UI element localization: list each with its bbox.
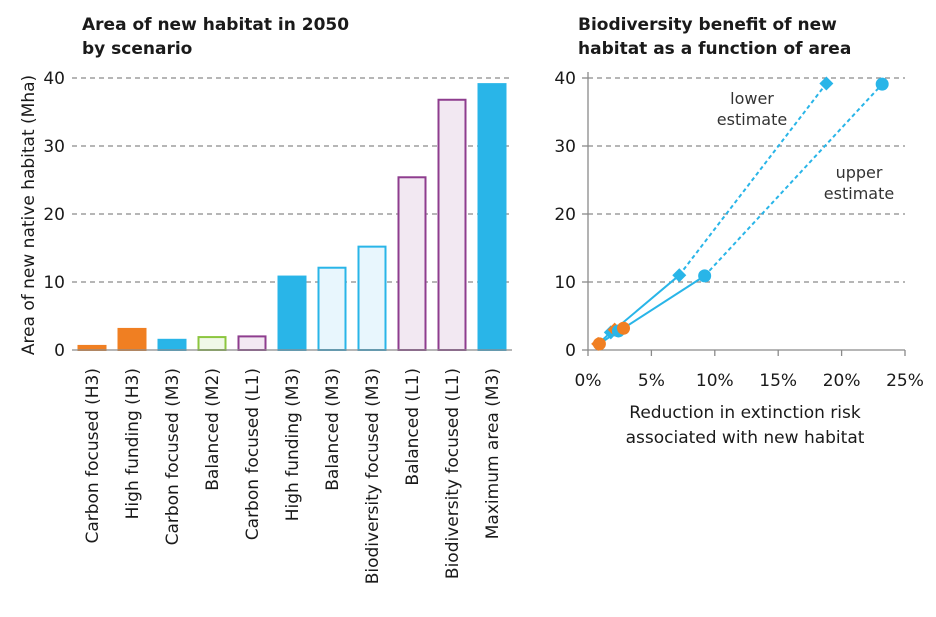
- line-chart-x-ticks: 0% 5% 10% 15% 20% 25%: [575, 371, 924, 391]
- bar: [197, 336, 227, 351]
- series-annotation: estimate: [717, 110, 787, 129]
- line-chart-x-tick-label: 15%: [759, 371, 797, 391]
- series-line-dashed: [703, 83, 883, 277]
- line-chart: Biodiversity benefit of new habitat as a…: [554, 15, 924, 448]
- bar: [477, 83, 507, 352]
- line-chart-x-tick-label: 25%: [886, 371, 924, 391]
- bar-category-label: High funding (M3): [283, 368, 303, 521]
- bar-chart-y-tick-label: 30: [43, 137, 65, 157]
- bar: [437, 98, 467, 352]
- diamond-marker: [672, 268, 687, 283]
- bar-chart-y-tick-label: 40: [43, 69, 65, 89]
- series-line-dashed: [678, 82, 828, 276]
- bar-chart: Area of new habitat in 2050 by scenario …: [19, 15, 512, 584]
- circle-marker: [617, 321, 631, 335]
- bar-chart-y-ticks: 0 10 20 30 40: [43, 69, 65, 361]
- line-chart-gridlines: [588, 77, 905, 283]
- line-chart-title-line-1: Biodiversity benefit of new: [578, 15, 837, 35]
- bar-chart-category-labels: Carbon focused (H3) High funding (H3) Carb…: [83, 368, 503, 584]
- line-chart-y-tick-label: 20: [554, 205, 576, 225]
- line-chart-annotations: lower estimate upper estimate: [717, 89, 894, 203]
- line-chart-x-axis-label-line-2: associated with new habitat: [626, 428, 865, 448]
- bar-category-label: Carbon focused (H3): [83, 368, 103, 544]
- bar: [157, 338, 187, 351]
- bar-chart-bars: [77, 83, 507, 352]
- bar-chart-y-axis-label: Area of new native habitat (Mha): [19, 75, 39, 355]
- bar-chart-title-line-1: Area of new habitat in 2050: [82, 15, 349, 35]
- bar: [397, 176, 427, 351]
- bar-category-label: Balanced (M2): [203, 368, 223, 491]
- bar: [357, 245, 387, 351]
- bar-category-label: Carbon focused (M3): [163, 368, 183, 545]
- series-annotation: estimate: [824, 184, 894, 203]
- line-chart-y-ticks: 0 10 20 30 40: [554, 69, 576, 361]
- bar-category-label: High funding (H3): [123, 368, 143, 519]
- line-chart-y-tick-label: 30: [554, 137, 576, 157]
- line-chart-x-tick-label: 0%: [575, 371, 602, 391]
- line-chart-series: [591, 76, 889, 351]
- bar-chart-y-tick-label: 20: [43, 205, 65, 225]
- bar: [277, 275, 307, 351]
- circle-marker: [592, 337, 606, 351]
- line-chart-x-tick-label: 20%: [823, 371, 861, 391]
- bar-chart-y-tick-label: 10: [43, 273, 65, 293]
- bar: [117, 327, 147, 352]
- bar-category-label: Balanced (M3): [323, 368, 343, 491]
- line-chart-y-tick-label: 0: [565, 341, 576, 361]
- bar-category-label: Balanced (L1): [403, 368, 423, 486]
- line-chart-axes: [582, 72, 906, 356]
- bar: [237, 335, 267, 351]
- bar-category-label: Carbon focused (L1): [243, 368, 263, 540]
- bar-chart-title-line-2: by scenario: [82, 39, 192, 59]
- line-chart-title-line-2: habitat as a function of area: [578, 39, 851, 59]
- diamond-marker: [819, 76, 834, 91]
- series-annotation: upper: [836, 163, 883, 182]
- bar-category-label: Biodiversity focused (L1): [443, 368, 463, 579]
- line-chart-x-axis-label-line-1: Reduction in extinction risk: [629, 403, 861, 423]
- series-annotation: lower: [730, 89, 774, 108]
- circle-marker: [875, 77, 889, 91]
- bar: [317, 266, 347, 351]
- line-chart-y-tick-label: 40: [554, 69, 576, 89]
- bar-chart-y-tick-label: 0: [54, 341, 65, 361]
- bar-category-label: Biodiversity focused (M3): [363, 368, 383, 584]
- line-chart-x-tick-label: 10%: [696, 371, 734, 391]
- circle-marker: [698, 269, 712, 283]
- bar-category-label: Maximum area (M3): [483, 368, 503, 539]
- line-chart-x-tick-label: 5%: [638, 371, 665, 391]
- line-chart-y-tick-label: 10: [554, 273, 576, 293]
